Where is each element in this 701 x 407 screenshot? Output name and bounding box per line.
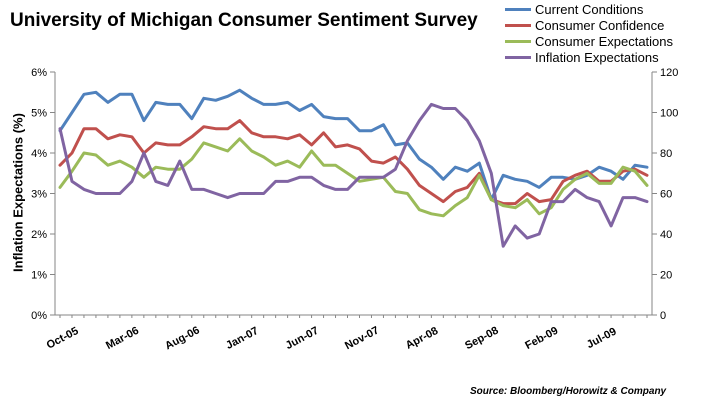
left-axis-tick-label: 0% [31, 310, 47, 322]
legend-label-consumer-expectations: Consumer Expectations [535, 33, 674, 49]
legend-label-consumer-confidence: Consumer Confidence [535, 17, 665, 33]
x-axis-tick-label: Feb-09 [523, 325, 560, 352]
left-axis-tick-label: 2% [31, 229, 47, 241]
legend: Current Conditions Consumer Confidence C… [505, 1, 673, 65]
x-axis-tick-label: Jan-07 [224, 325, 260, 352]
x-axis-tick-label: Sep-08 [463, 325, 500, 353]
legend-item-inflation-expectations: Inflation Expectations [505, 49, 673, 65]
x-axis-tick-label: Jun-07 [284, 325, 321, 352]
x-axis-tick-label: Oct-05 [45, 325, 81, 352]
right-axis-tick-label: 60 [660, 189, 672, 201]
series-line-current-conditions [58, 88, 649, 202]
series-line-consumer-confidence [58, 119, 649, 206]
legend-swatch-consumer-confidence [505, 23, 531, 27]
left-axis-tick-label: 3% [31, 189, 47, 201]
right-axis-tick-label: 100 [660, 108, 678, 120]
legend-swatch-consumer-expectations [505, 39, 531, 43]
legend-swatch-current-conditions [505, 7, 531, 11]
legend-item-current-conditions: Current Conditions [505, 1, 673, 17]
left-axis-tick-label: 6% [31, 67, 47, 79]
legend-label-inflation-expectations: Inflation Expectations [535, 49, 659, 65]
right-axis-tick-label: 40 [660, 229, 672, 241]
x-axis-tick-label: Apr-08 [404, 325, 440, 352]
right-axis-tick-label: 80 [660, 148, 672, 160]
legend-item-consumer-confidence: Consumer Confidence [505, 17, 673, 33]
right-axis-tick-label: 120 [660, 67, 678, 79]
x-axis-tick-label: Mar-06 [104, 325, 141, 352]
right-axis-tick-label: 20 [660, 270, 672, 282]
source-note: Source: Bloomberg/Horowitz & Company [470, 386, 667, 397]
legend-label-current-conditions: Current Conditions [535, 1, 644, 17]
left-axis-tick-label: 4% [31, 148, 47, 160]
x-axis-tick-label: Nov-07 [343, 324, 381, 352]
left-axis-tick-label: 5% [31, 108, 47, 120]
chart-title: University of Michigan Consumer Sentimen… [10, 10, 478, 31]
x-axis-tick-label: Aug-06 [163, 324, 202, 352]
right-axis-tick-label: 0 [660, 310, 666, 322]
legend-item-consumer-expectations: Consumer Expectations [505, 33, 673, 49]
left-axis-tick-label: 1% [31, 270, 47, 282]
series-line-inflation-expectations [58, 102, 649, 248]
legend-swatch-inflation-expectations [505, 55, 531, 59]
x-axis-tick-label: Jul-09 [585, 326, 619, 352]
